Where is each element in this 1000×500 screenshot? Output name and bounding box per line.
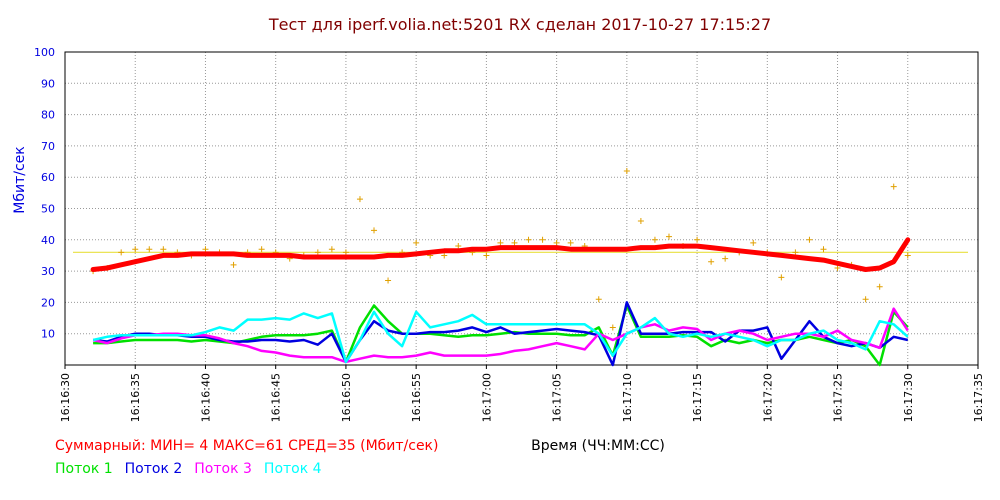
total-point (385, 277, 392, 284)
total-point (511, 239, 518, 246)
y-tick-label: 60 (41, 171, 55, 184)
total-point (708, 258, 715, 265)
legend-entry: Поток 2 (125, 461, 183, 477)
total-point (820, 246, 827, 253)
x-tick-label: 16:17:00 (480, 373, 493, 422)
total-point (876, 283, 883, 290)
total-point (623, 167, 630, 174)
summary-legend: Суммарный: МИН= 4 МАКС=61 СРЕД=35 (Мбит/… (55, 438, 438, 454)
total-point (553, 239, 560, 246)
total-point (342, 249, 349, 256)
x-tick-label: 16:17:30 (902, 373, 915, 422)
total-point (314, 249, 321, 256)
total-point (539, 236, 546, 243)
total-point (160, 246, 167, 253)
x-axis-label: Время (ЧЧ:ММ:СС) (531, 438, 665, 454)
total-point (862, 296, 869, 303)
total-point (834, 264, 841, 271)
total-point (413, 239, 420, 246)
x-tick-label: 16:16:40 (199, 373, 212, 422)
y-tick-label: 80 (41, 109, 55, 122)
y-tick-label: 90 (41, 77, 55, 90)
total-point (356, 196, 363, 203)
total-point (230, 261, 237, 268)
total-point (750, 239, 757, 246)
total-point (806, 236, 813, 243)
stream-line (92, 310, 909, 364)
trend-line (90, 237, 911, 272)
total-point (651, 236, 658, 243)
y-tick-label: 10 (41, 328, 55, 341)
total-point (328, 246, 335, 253)
y-tick-label: 50 (41, 203, 55, 216)
legend-entry: Поток 1 (55, 461, 113, 477)
total-point (637, 218, 644, 225)
total-point (904, 252, 911, 259)
total-point (722, 255, 729, 262)
x-tick-label: 16:16:55 (410, 373, 423, 422)
total-point (132, 246, 139, 253)
total-point (258, 246, 265, 253)
x-tick-label: 16:17:25 (832, 373, 845, 422)
total-point (483, 252, 490, 259)
total-point (792, 249, 799, 256)
y-tick-label: 70 (41, 140, 55, 153)
legend-entry: Поток 3 (194, 461, 252, 477)
stream-line (92, 307, 909, 364)
y-tick-label: 40 (41, 234, 55, 247)
x-tick-label: 16:17:10 (621, 373, 634, 422)
chart-title: Тест для iperf.volia.net:5201 RX сделан … (268, 15, 771, 34)
x-tick-label: 16:17:35 (972, 373, 985, 422)
total-point (497, 239, 504, 246)
total-point (567, 239, 574, 246)
x-tick-label: 16:16:30 (59, 373, 72, 422)
legend-entry: Поток 4 (264, 461, 322, 477)
x-tick-label: 16:16:45 (270, 373, 283, 422)
total-point (595, 296, 602, 303)
plot-border (64, 51, 979, 366)
total-point (778, 274, 785, 281)
y-tick-label: 100 (34, 46, 55, 59)
y-tick-label: 20 (41, 296, 55, 309)
x-tick-label: 16:17:20 (761, 373, 774, 422)
total-point (146, 246, 153, 253)
x-tick-label: 16:16:50 (340, 373, 353, 422)
total-point (371, 227, 378, 234)
total-point (202, 246, 209, 253)
total-point (890, 183, 897, 190)
total-point (455, 243, 462, 250)
total-point (694, 236, 701, 243)
total-point (665, 233, 672, 240)
total-point (525, 236, 532, 243)
y-tick-label: 30 (41, 265, 55, 278)
total-point (441, 252, 448, 259)
total-point (609, 324, 616, 331)
total-point (118, 249, 125, 256)
x-tick-label: 16:17:05 (551, 373, 564, 422)
x-tick-label: 16:16:35 (129, 373, 142, 422)
x-tick-label: 16:17:15 (691, 373, 704, 422)
y-axis-label: Мбит/сек (12, 146, 28, 213)
